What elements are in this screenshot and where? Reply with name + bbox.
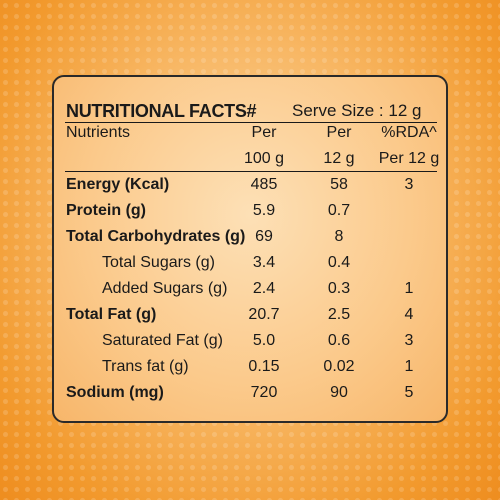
nutrient-label: Added Sugars (g): [102, 280, 228, 297]
value-rda: 1: [404, 358, 414, 375]
value-per100: 5.9: [252, 202, 276, 219]
nutrient-label: Sodium (mg): [66, 384, 164, 401]
nutrient-label: Protein (g): [66, 202, 146, 219]
header-per100-line2: 100 g: [243, 150, 285, 167]
header-per100-line1: Per: [251, 124, 277, 141]
value-per12: 0.7: [327, 202, 351, 219]
value-per100: 720: [250, 384, 278, 401]
value-per12: 0.4: [327, 254, 351, 271]
value-per12: 0.6: [327, 332, 351, 349]
value-per12: 58: [330, 176, 348, 193]
nutrient-label: Trans fat (g): [102, 358, 189, 375]
panel-title: NUTRITIONAL FACTS#: [66, 101, 257, 121]
nutrient-label: Total Sugars (g): [102, 254, 215, 271]
value-rda: 5: [404, 384, 414, 401]
value-per100: 20.7: [248, 306, 280, 323]
value-rda: 3: [404, 332, 414, 349]
nutrient-label: Total Carbohydrates (g): [66, 228, 246, 245]
header-per12-line1: Per: [326, 124, 352, 141]
header-nutrients: Nutrients: [66, 124, 131, 141]
header-divider: [65, 171, 437, 172]
nutrition-facts-panel: NUTRITIONAL FACTS# Serve Size : 12 g Nut…: [52, 75, 448, 423]
serve-size: Serve Size : 12 g: [292, 101, 422, 120]
value-per12: 2.5: [327, 306, 351, 323]
value-per12: 0.02: [323, 358, 355, 375]
value-per100: 5.0: [252, 332, 276, 349]
value-per12: 0.3: [327, 280, 351, 297]
title-divider: [65, 122, 437, 123]
value-per100: 69: [255, 228, 273, 245]
header-rda-line2: Per 12 g: [378, 150, 440, 167]
nutrient-label: Total Fat (g): [66, 306, 157, 323]
value-rda: 4: [404, 306, 414, 323]
nutrient-label: Saturated Fat (g): [102, 332, 223, 349]
nutrient-label: Energy (Kcal): [66, 176, 170, 193]
value-per100: 0.15: [248, 358, 280, 375]
value-per100: 3.4: [252, 254, 276, 271]
value-rda: 3: [404, 176, 414, 193]
header-rda-line1: %RDA^: [381, 124, 437, 141]
value-per100: 485: [250, 176, 278, 193]
value-per12: 90: [330, 384, 348, 401]
value-per12: 8: [334, 228, 344, 245]
header-per12-line2: 12 g: [323, 150, 355, 167]
value-rda: 1: [404, 280, 414, 297]
value-per100: 2.4: [252, 280, 276, 297]
